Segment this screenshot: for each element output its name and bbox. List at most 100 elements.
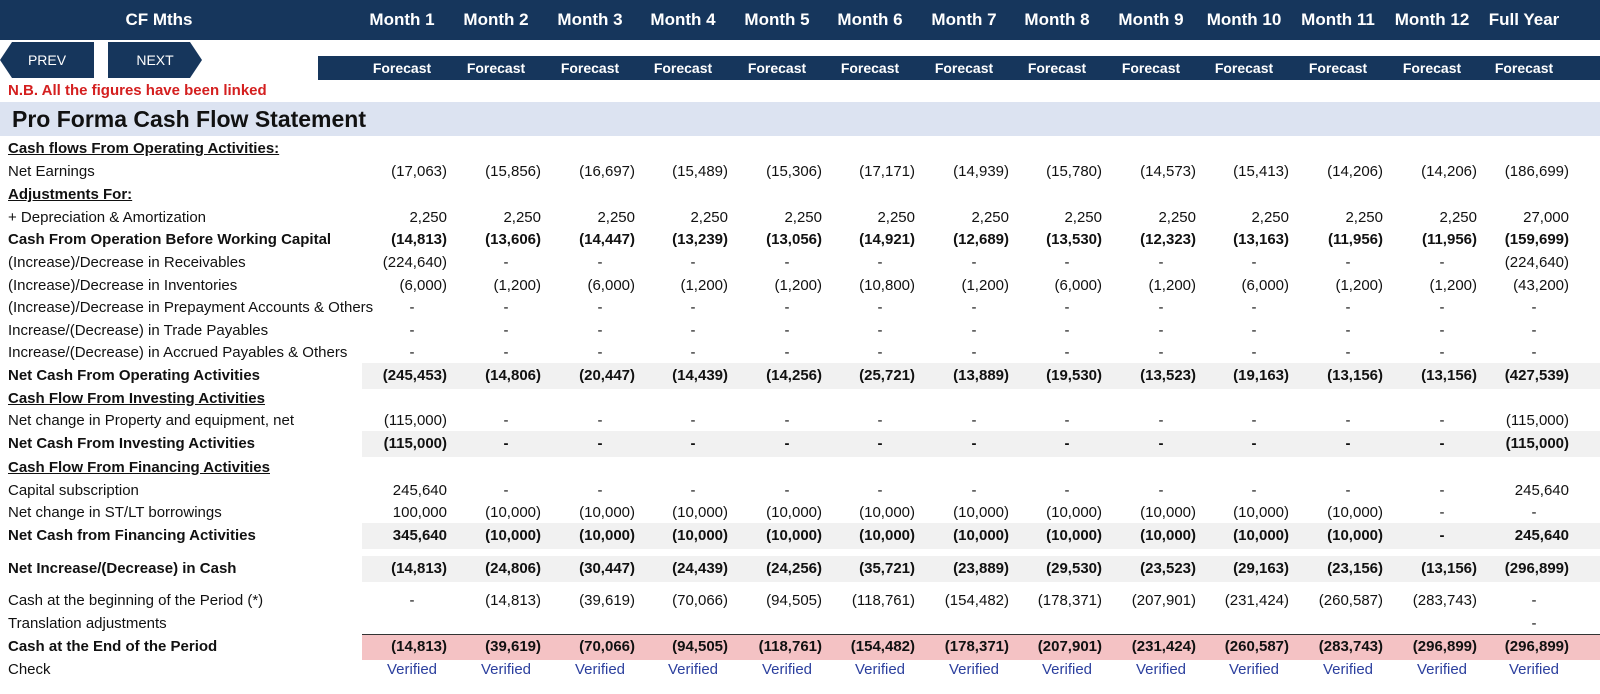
cell-value: (35,721) xyxy=(859,560,915,577)
table-row: Increase/(Decrease) in Trade Payables - - -… xyxy=(0,320,1600,342)
table-row: (Increase)/Decrease in Inventories (6,000… xyxy=(0,275,1600,297)
cell-value: - xyxy=(1064,254,1070,271)
cell-value: 2,250 xyxy=(1251,209,1289,226)
table-row: Cash flows From Operating Activities: xyxy=(0,138,1600,160)
cell-value: (207,901) xyxy=(1131,592,1196,609)
cell-value: (15,489) xyxy=(672,163,728,180)
cell-value: (29,530) xyxy=(1046,560,1102,577)
cell-value: - xyxy=(1158,412,1164,429)
cell-value: (118,761) xyxy=(851,592,915,609)
row-label: (Increase)/Decrease in Inventories xyxy=(8,277,238,294)
cell-value: (1,200) xyxy=(1429,277,1477,294)
check-status: Verified xyxy=(761,661,813,678)
cell-value: (296,899) xyxy=(1412,638,1477,655)
cell-value: - xyxy=(1251,254,1257,271)
table-row: Cash From Operation Before Working Capit… xyxy=(0,229,1600,251)
cell-value: (115,000) xyxy=(1505,412,1569,429)
row-label: Cash From Operation Before Working Capit… xyxy=(8,231,332,248)
cell-value: (29,163) xyxy=(1233,560,1289,577)
table-row: Check Verified Verified Verified Verified Ver… xyxy=(0,659,1600,681)
cell-value: - xyxy=(1158,299,1164,316)
title-band xyxy=(0,102,1600,136)
cell-value: (13,056) xyxy=(766,231,822,248)
cell-value: - xyxy=(971,412,977,429)
cell-value: - xyxy=(1064,344,1070,361)
cell-value: (14,813) xyxy=(391,560,447,577)
check-status: Verified xyxy=(1322,661,1374,678)
cell-value: - xyxy=(877,344,883,361)
column-header: Month 3 xyxy=(557,10,623,29)
cell-value: - xyxy=(784,344,790,361)
cell-value: (14,206) xyxy=(1327,163,1383,180)
forecast-label: Forecast xyxy=(840,60,900,76)
column-header: Month 9 xyxy=(1118,10,1184,29)
cell-value: (10,000) xyxy=(1140,504,1196,521)
cell-value: (10,000) xyxy=(672,504,728,521)
cell-value: (427,539) xyxy=(1504,367,1569,384)
cell-value: (224,640) xyxy=(382,254,447,271)
row-label: Increase/(Decrease) in Accrued Payables … xyxy=(8,344,348,361)
cell-value: (6,000) xyxy=(1054,277,1102,294)
cell-value: - xyxy=(1251,435,1257,452)
cell-value: (94,505) xyxy=(766,592,822,609)
forecast-label: Forecast xyxy=(1121,60,1181,76)
cell-value: - xyxy=(877,412,883,429)
cell-value: (70,066) xyxy=(672,592,728,609)
cell-value: (10,000) xyxy=(672,527,728,544)
cell-value: 2,250 xyxy=(690,209,728,226)
forecast-label: Forecast xyxy=(560,60,620,76)
table-row: Translation adjustments - xyxy=(0,613,1600,635)
cell-value: (1,200) xyxy=(961,277,1009,294)
cell-value: - xyxy=(1345,322,1351,339)
cell-value: - xyxy=(1531,592,1537,609)
header-bar xyxy=(0,0,1600,40)
cell-value: - xyxy=(877,322,883,339)
table-row: Increase/(Decrease) in Accrued Payables … xyxy=(0,342,1600,364)
cell-value: - xyxy=(690,482,696,499)
row-label: Net change in ST/LT borrowings xyxy=(8,504,222,521)
cell-value: (1,200) xyxy=(1148,277,1196,294)
cell-value: - xyxy=(597,254,603,271)
table-row: Net Cash From Operating Activities (245,4… xyxy=(0,365,1600,387)
check-status: Verified xyxy=(854,661,906,678)
total-row-band xyxy=(362,523,1600,549)
cell-value: (12,689) xyxy=(953,231,1009,248)
table-row: (Increase)/Decrease in Receivables (224,6… xyxy=(0,252,1600,274)
table-row: Cash at the End of the Period (14,813) (39… xyxy=(0,636,1600,658)
next-button[interactable]: NEXT xyxy=(108,42,202,78)
cell-value: (25,721) xyxy=(859,367,915,384)
cell-value: - xyxy=(690,254,696,271)
cell-value: - xyxy=(1345,344,1351,361)
cell-value: (13,156) xyxy=(1421,367,1477,384)
prev-button[interactable]: PREV xyxy=(0,42,94,78)
column-header: Month 10 xyxy=(1206,10,1282,29)
row-label: (Increase)/Decrease in Prepayment Accoun… xyxy=(8,299,374,316)
cell-value: 2,250 xyxy=(1439,209,1477,226)
cell-value: - xyxy=(503,412,509,429)
cell-value: - xyxy=(690,412,696,429)
cell-value: - xyxy=(784,322,790,339)
table-row: Adjustments For: xyxy=(0,184,1600,206)
cell-value: - xyxy=(971,482,977,499)
forecast-label: Forecast xyxy=(747,60,807,76)
cell-value: (24,256) xyxy=(766,560,822,577)
cell-value: (11,956) xyxy=(1421,231,1477,248)
cell-value: (13,523) xyxy=(1140,367,1196,384)
check-status: Verified xyxy=(574,661,626,678)
check-status: Verified xyxy=(1508,661,1560,678)
cell-value: (11,956) xyxy=(1327,231,1383,248)
cell-value: (14,806) xyxy=(485,367,541,384)
cell-value: (13,156) xyxy=(1327,367,1383,384)
table-row: Net change in ST/LT borrowings 100,000 (10… xyxy=(0,502,1600,524)
cell-value: - xyxy=(971,299,977,316)
cell-value: (10,000) xyxy=(579,527,635,544)
cell-value: - xyxy=(1251,482,1257,499)
cell-value: (10,000) xyxy=(579,504,635,521)
cell-value: - xyxy=(503,322,509,339)
cell-value: (14,256) xyxy=(766,367,822,384)
cell-value: (13,239) xyxy=(672,231,728,248)
cell-value: (159,699) xyxy=(1504,231,1569,248)
row-label: Cash at the End of the Period xyxy=(8,638,218,655)
cell-value: (13,889) xyxy=(953,367,1009,384)
